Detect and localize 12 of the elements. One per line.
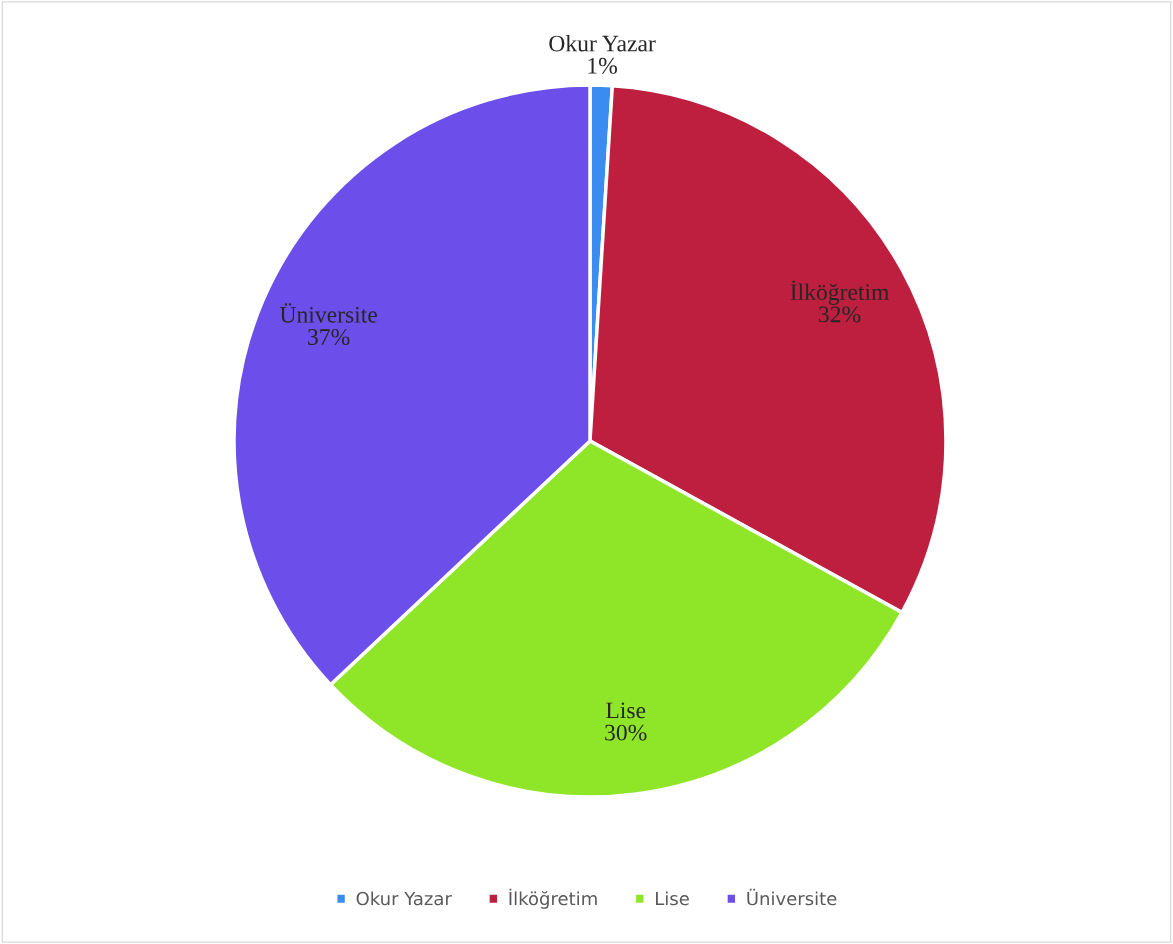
data-label: 30% <box>605 724 647 741</box>
slice-label: Lise <box>606 702 646 719</box>
data-label: 37% <box>308 328 350 345</box>
legend-label: Okur Yazar <box>356 891 452 906</box>
legend-label: İlköğretim <box>509 888 597 909</box>
legend-label: Lise <box>656 891 689 906</box>
data-label: 32% <box>819 306 861 323</box>
slice-label: Üniversite <box>279 303 377 323</box>
slice-label: Okur Yazar <box>549 34 656 52</box>
data-label: 1% <box>588 57 618 74</box>
slice-label: İlköğretim <box>790 280 890 305</box>
legend-label: Üniversite <box>747 888 837 906</box>
